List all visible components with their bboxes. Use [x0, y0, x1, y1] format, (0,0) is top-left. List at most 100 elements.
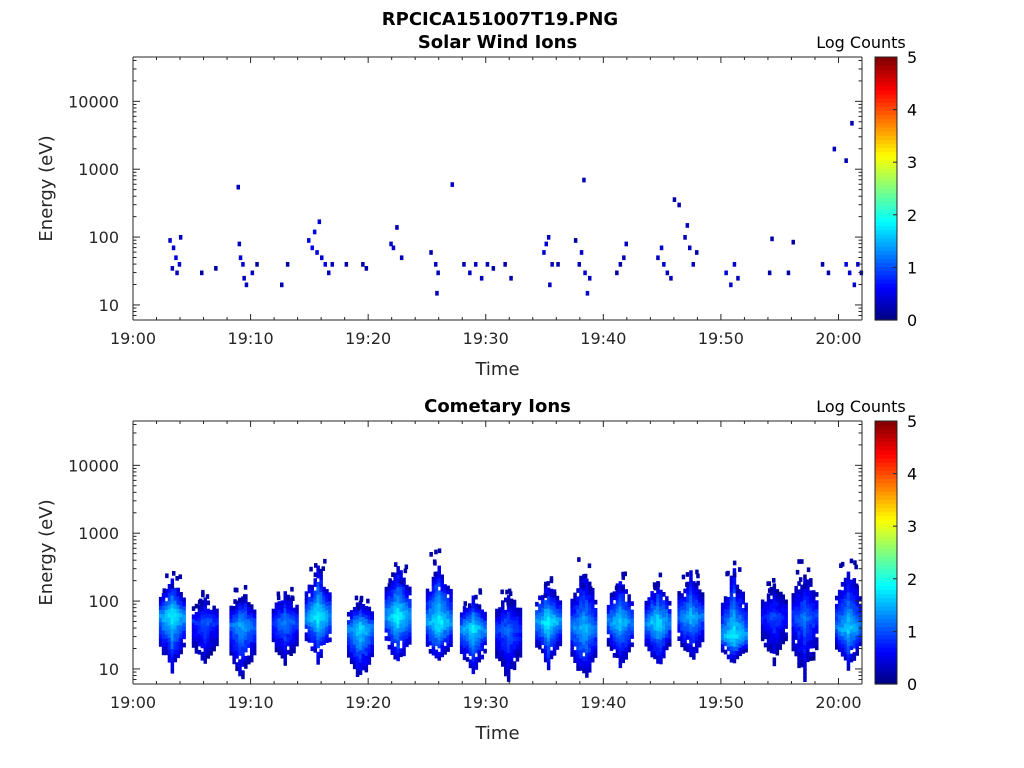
data-cell: [772, 599, 777, 605]
data-cell: [358, 608, 363, 614]
data-cell: [618, 262, 623, 267]
data-cell: [585, 619, 589, 625]
data-cell: [763, 626, 768, 631]
data-cell: [286, 594, 290, 600]
data-cell: [478, 588, 482, 593]
data-cell: [680, 605, 684, 611]
data-cell: [316, 594, 320, 599]
data-cell: [364, 638, 369, 644]
data-cell: [285, 262, 290, 267]
data-cell: [459, 637, 464, 642]
data-cell: [840, 639, 845, 645]
data-cell: [462, 647, 467, 652]
data-cell: [653, 592, 657, 598]
data-cell: [244, 602, 248, 608]
data-cell: [656, 589, 660, 594]
colorbar-swatch: [875, 155, 897, 161]
data-cell: [313, 606, 317, 612]
data-cell: [370, 623, 374, 629]
data-cell: [546, 581, 550, 586]
data-cell: [238, 646, 242, 652]
data-cell: [465, 611, 470, 617]
data-cell: [846, 653, 851, 659]
data-cell: [766, 638, 771, 644]
data-cell: [588, 581, 592, 587]
data-cell: [295, 608, 299, 614]
data-cell: [846, 645, 851, 651]
data-cell: [662, 262, 666, 267]
data-cell: [247, 622, 251, 628]
data-cell: [662, 620, 666, 626]
data-cell: [170, 623, 175, 629]
data-cell: [396, 656, 400, 662]
data-cell: [209, 642, 213, 648]
data-cell: [197, 608, 202, 614]
data-cell: [206, 625, 210, 630]
data-cell: [271, 608, 276, 614]
data-cell: [402, 651, 406, 657]
data-cell: [506, 636, 511, 641]
data-cell: [304, 632, 309, 638]
data-cell: [686, 635, 690, 640]
data-cell: [459, 624, 464, 630]
data-cell: [794, 631, 798, 636]
data-cell: [206, 621, 210, 626]
data-cell: [541, 619, 545, 625]
data-cell: [307, 613, 312, 619]
data-cell: [307, 238, 311, 243]
data-cell: [390, 617, 394, 623]
data-cell: [238, 630, 242, 636]
data-cell: [241, 616, 245, 622]
data-cell: [612, 603, 617, 609]
data-cell: [462, 610, 467, 615]
data-cell: [289, 630, 293, 636]
data-cell: [650, 599, 654, 604]
data-cell: [361, 262, 365, 267]
data-cell: [396, 648, 400, 653]
data-cell: [837, 622, 842, 628]
data-cell: [515, 619, 520, 625]
data-cell: [431, 576, 436, 582]
data-cell: [304, 636, 309, 642]
data-cell: [404, 564, 409, 570]
data-cell: [462, 639, 467, 644]
data-cell: [203, 650, 207, 656]
data-cell: [370, 635, 374, 641]
data-cell: [399, 570, 403, 575]
data-cell: [609, 613, 614, 619]
data-cell: [512, 607, 517, 613]
data-cell: [800, 662, 804, 668]
data-cell: [546, 616, 551, 621]
data-cell: [203, 609, 207, 615]
data-cell: [289, 647, 293, 652]
data-cell: [171, 245, 176, 251]
data-cell: [244, 614, 248, 620]
data-cell: [358, 641, 363, 647]
data-cell: [700, 604, 705, 610]
data-cell: [735, 609, 740, 614]
data-cell: [495, 621, 499, 626]
data-cell: [431, 581, 436, 586]
data-cell: [387, 583, 392, 588]
colorbar-swatch: [875, 577, 897, 582]
data-cell: [405, 593, 409, 598]
data-cell: [402, 598, 406, 603]
data-cell: [726, 609, 731, 615]
data-cell: [669, 275, 673, 281]
data-cell: [506, 677, 511, 682]
data-cell: [794, 643, 798, 649]
data-cell: [647, 613, 651, 619]
data-cell: [518, 648, 523, 654]
data-cell: [440, 619, 444, 625]
data-cell: [212, 622, 216, 627]
data-cell: [815, 592, 819, 597]
data-cell: [252, 609, 257, 615]
data-cell: [797, 626, 801, 632]
data-cell: [313, 643, 317, 649]
data-cell: [174, 255, 178, 261]
data-cell: [366, 598, 370, 604]
data-cell: [367, 660, 372, 665]
data-cell: [683, 596, 687, 602]
data-cell: [843, 655, 848, 661]
data-cell: [364, 614, 369, 619]
